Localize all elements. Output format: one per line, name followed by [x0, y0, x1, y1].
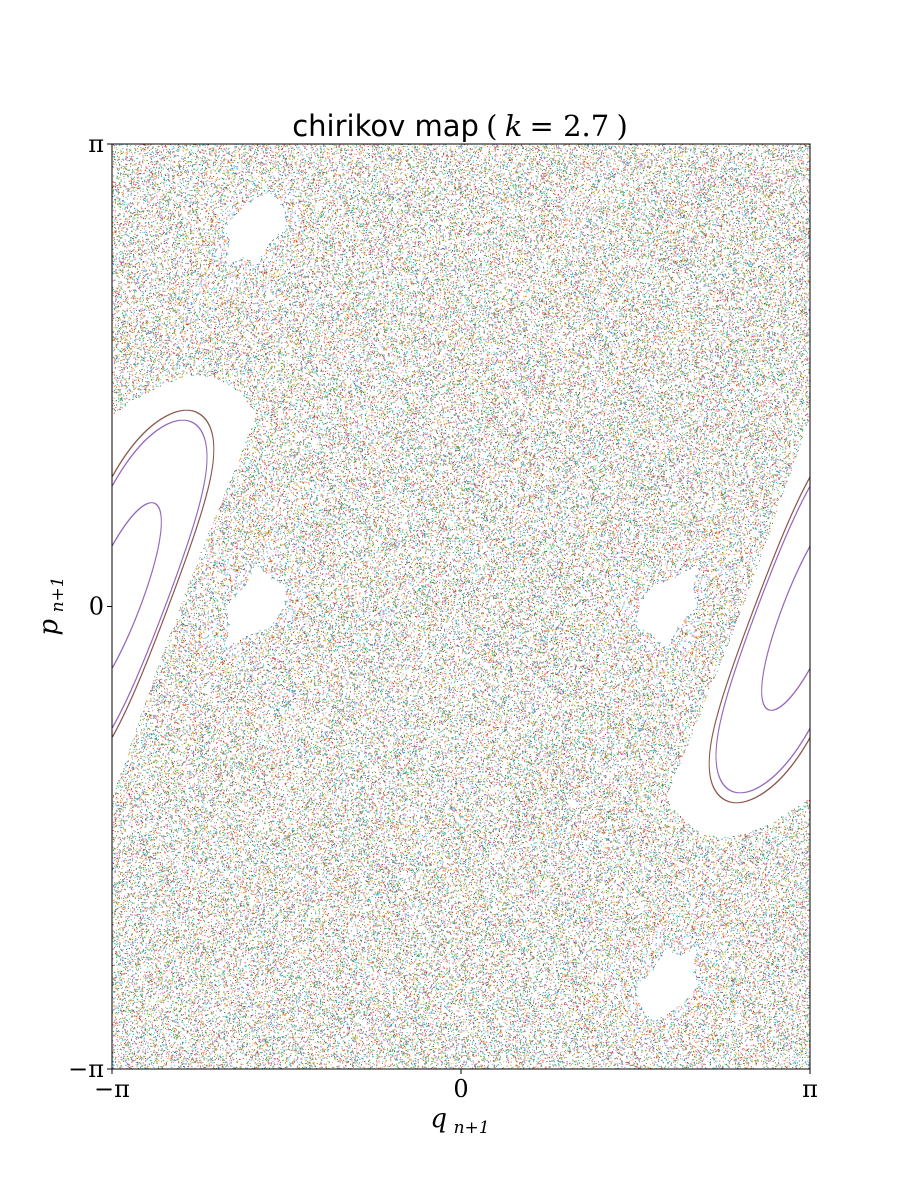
title-prefix: chirikov map	[292, 109, 479, 143]
title-paren-open: (	[486, 109, 497, 143]
x-axis-label-base: q	[430, 1104, 447, 1134]
orbit-series-22	[112, 144, 810, 1069]
y-tick-label: π	[88, 130, 104, 158]
x-tick-label: π	[802, 1075, 818, 1103]
y-tick-label: −π	[68, 1055, 104, 1083]
x-axis-label-subscript: n+1	[454, 1118, 490, 1138]
orbit-points	[112, 144, 811, 1069]
y-axis-label-subscript: n+1	[48, 576, 68, 612]
y-axis-label-group: p n+1	[34, 576, 68, 635]
x-tick-label: 0	[453, 1075, 468, 1103]
chart-title: chirikov map ( k = 2.7 )	[292, 109, 628, 143]
x-axis-ticks: −π 0 π	[94, 1069, 818, 1103]
title-param-symbol: k	[505, 109, 523, 143]
title-paren-close: )	[616, 109, 627, 143]
y-tick-label: 0	[89, 593, 104, 621]
title-equals: =	[530, 109, 564, 143]
title-param-value: 2.7	[563, 109, 609, 143]
y-axis-label: p n+1	[34, 576, 68, 635]
x-axis-label: q n+1	[430, 1104, 489, 1138]
y-axis-ticks: −π 0 π	[68, 130, 112, 1083]
y-axis-label-base: p	[34, 619, 64, 636]
